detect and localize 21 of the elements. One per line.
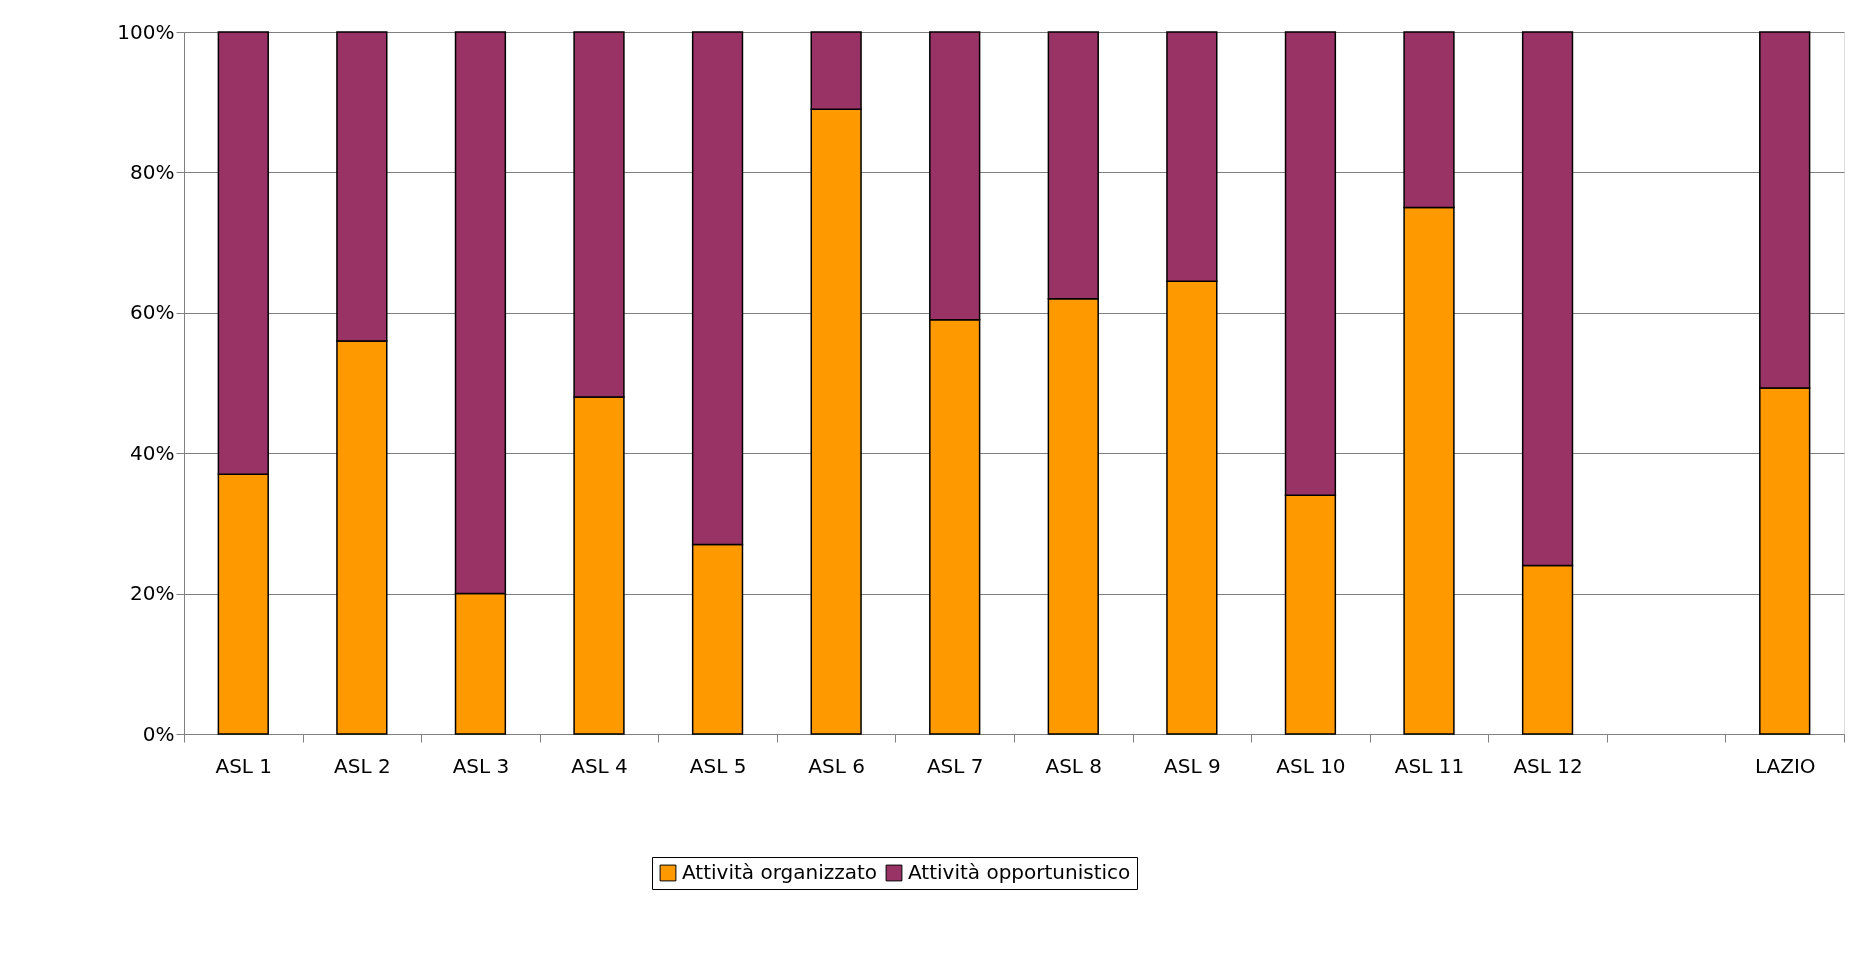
x-tick-label: ASL 2 [334,753,391,778]
x-tick-label: ASL 12 [1513,753,1583,778]
x-tick-label: ASL 11 [1394,753,1465,778]
legend-label: Attività organizzato [682,860,878,884]
x-tick-label: ASL 7 [926,753,984,778]
y-tick-label: 100% [117,19,175,44]
y-tick-label: 60% [130,300,175,325]
x-tick-label: ASL 4 [571,753,628,778]
x-tick-label: LAZIO [1754,753,1816,778]
x-tick-label: ASL 9 [1164,753,1221,778]
y-tick-label: 0% [142,721,175,746]
y-tick-label: 40% [130,440,175,465]
legend-label: Attività opportunistico [908,860,1131,884]
x-tick-label: ASL 5 [689,753,747,778]
y-tick-label: 80% [130,159,175,184]
x-tick-label: ASL 6 [808,753,865,778]
y-tick-label: 20% [130,581,175,606]
x-tick-label: ASL 8 [1045,753,1103,778]
x-tick-label: ASL 1 [215,753,273,778]
x-tick-label: ASL 3 [452,753,510,778]
x-tick-label: ASL 10 [1276,753,1346,778]
